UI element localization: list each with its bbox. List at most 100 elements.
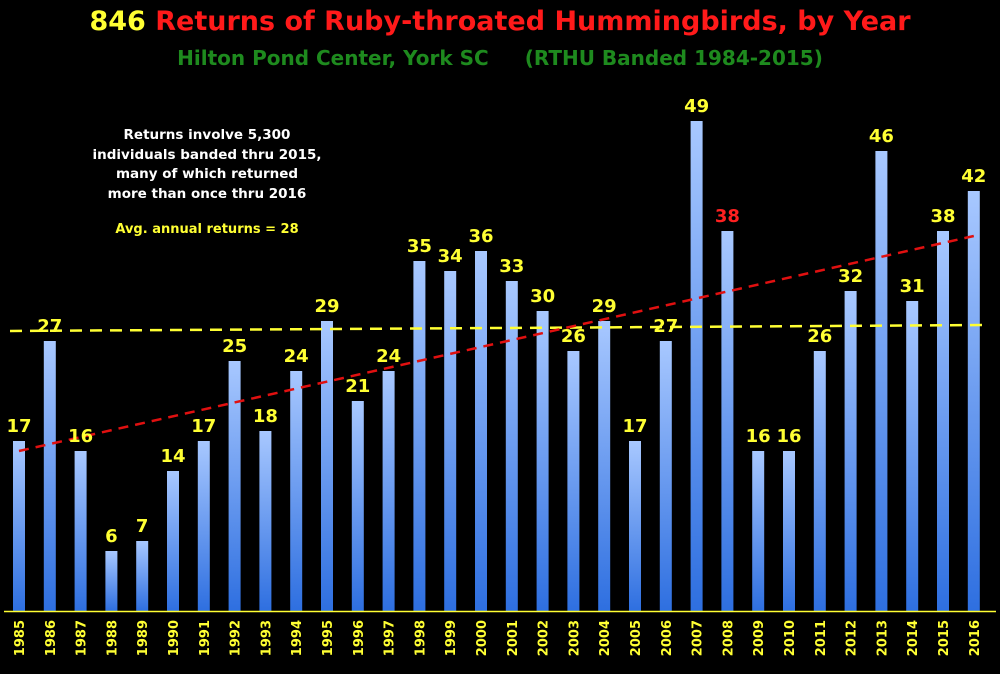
subtitle-banding: (RTHU Banded 1984-2015) bbox=[524, 46, 823, 70]
value-label-1994: 24 bbox=[284, 346, 309, 367]
x-tick-2004: 2004 bbox=[598, 620, 613, 656]
x-tick-2013: 2013 bbox=[875, 620, 890, 656]
x-tick-2006: 2006 bbox=[660, 620, 675, 656]
bar-1999 bbox=[444, 271, 457, 611]
value-label-1992: 25 bbox=[222, 336, 247, 357]
x-tick-2012: 2012 bbox=[845, 620, 860, 656]
x-tick-1998: 1998 bbox=[413, 620, 428, 656]
x-tick-2002: 2002 bbox=[537, 620, 552, 656]
value-label-2012: 32 bbox=[838, 266, 863, 287]
value-label-1998: 35 bbox=[407, 236, 432, 257]
value-label-1993: 18 bbox=[253, 406, 278, 427]
value-label-2006: 27 bbox=[653, 316, 678, 337]
bar-1987 bbox=[74, 451, 87, 611]
x-tick-1996: 1996 bbox=[352, 620, 367, 656]
chart-title: 846 Returns of Ruby-throated Hummingbird… bbox=[0, 6, 1000, 37]
x-tick-1993: 1993 bbox=[259, 620, 274, 656]
value-label-1991: 17 bbox=[191, 416, 216, 437]
value-label-2003: 26 bbox=[561, 326, 586, 347]
x-tick-1989: 1989 bbox=[136, 620, 151, 656]
bar-1997 bbox=[382, 371, 395, 611]
value-label-2009: 16 bbox=[746, 426, 771, 447]
x-tick-2010: 2010 bbox=[783, 620, 798, 656]
note-line: many of which returned bbox=[115, 166, 299, 182]
x-tick-1995: 1995 bbox=[321, 620, 336, 656]
average-note: Avg. annual returns = 28 bbox=[115, 222, 299, 237]
title-text: Returns of Ruby-throated Hummingbirds, b… bbox=[155, 6, 911, 37]
bar-1986 bbox=[43, 341, 56, 611]
bar-2014 bbox=[906, 301, 919, 611]
title-count: 846 bbox=[89, 6, 146, 37]
value-label-1987: 16 bbox=[68, 426, 93, 447]
bar-1996 bbox=[351, 401, 364, 611]
average-line bbox=[9, 323, 991, 333]
annotation-note: Returns involve 5,300 individuals banded… bbox=[92, 126, 322, 240]
value-label-2011: 26 bbox=[807, 326, 832, 347]
subtitle-location: Hilton Pond Center, York SC bbox=[177, 46, 489, 70]
x-tick-1992: 1992 bbox=[229, 620, 244, 656]
bar-2016 bbox=[967, 191, 980, 611]
value-label-1986: 27 bbox=[37, 316, 62, 337]
note-line: individuals banded thru 2015, bbox=[92, 146, 322, 163]
x-tick-1994: 1994 bbox=[290, 620, 305, 656]
bar-2015 bbox=[937, 231, 949, 611]
x-tick-2008: 2008 bbox=[721, 620, 736, 656]
x-tick-2015: 2015 bbox=[937, 620, 952, 656]
bar-1989 bbox=[136, 541, 149, 611]
x-tick-2000: 2000 bbox=[475, 620, 490, 656]
x-tick-1988: 1988 bbox=[105, 620, 120, 656]
value-label-1997: 24 bbox=[376, 346, 401, 367]
x-tick-1986: 1986 bbox=[44, 620, 59, 656]
value-label-2013: 46 bbox=[869, 126, 894, 147]
x-tick-1991: 1991 bbox=[198, 620, 213, 656]
value-label-1988: 6 bbox=[105, 526, 118, 547]
x-tick-1987: 1987 bbox=[75, 620, 90, 656]
x-tick-2003: 2003 bbox=[567, 620, 582, 656]
bar-2006 bbox=[659, 341, 672, 611]
bar-1988 bbox=[105, 551, 118, 611]
bar-2010 bbox=[783, 451, 795, 611]
bar-1994 bbox=[290, 371, 303, 611]
value-label-1990: 14 bbox=[160, 446, 185, 467]
x-tick-2007: 2007 bbox=[691, 620, 706, 656]
x-tick-1997: 1997 bbox=[383, 620, 398, 656]
x-tick-labels-group: 1985 1986 1987 1988 1989 1990 1991 1992 1993 1994… bbox=[13, 620, 983, 656]
value-label-2002: 30 bbox=[530, 286, 555, 307]
bar-1998 bbox=[413, 261, 426, 611]
value-label-2005: 17 bbox=[622, 416, 647, 437]
bar-1990 bbox=[167, 471, 179, 611]
bar-2007 bbox=[690, 121, 703, 611]
bar-2000 bbox=[475, 251, 487, 611]
bar-2004 bbox=[598, 321, 611, 611]
x-tick-2009: 2009 bbox=[752, 620, 767, 656]
bar-2012 bbox=[844, 291, 857, 611]
value-label-2000: 36 bbox=[468, 226, 493, 247]
note-line: more than once thru 2016 bbox=[107, 185, 307, 202]
bar-1992 bbox=[228, 361, 241, 611]
value-label-2008: 38 bbox=[715, 206, 740, 227]
value-label-2010: 16 bbox=[776, 426, 801, 447]
bar-2005 bbox=[629, 441, 641, 611]
value-label-2004: 29 bbox=[592, 296, 617, 317]
x-tick-2001: 2001 bbox=[506, 620, 521, 656]
bar-1993 bbox=[259, 431, 272, 611]
value-label-1995: 29 bbox=[314, 296, 339, 317]
value-label-2007: 49 bbox=[684, 96, 709, 117]
x-tick-1985: 1985 bbox=[13, 620, 28, 656]
x-tick-2016: 2016 bbox=[968, 620, 983, 656]
bar-1985 bbox=[13, 441, 25, 611]
x-tick-2005: 2005 bbox=[629, 620, 644, 656]
bar-2002 bbox=[536, 311, 549, 611]
value-label-2016: 42 bbox=[961, 166, 986, 187]
bars-group bbox=[13, 121, 980, 611]
bar-2013 bbox=[875, 151, 888, 611]
bar-2009 bbox=[752, 451, 765, 611]
x-tick-2014: 2014 bbox=[906, 620, 921, 656]
x-tick-1990: 1990 bbox=[167, 620, 182, 656]
value-label-1999: 34 bbox=[438, 246, 463, 267]
value-label-1985: 17 bbox=[6, 416, 31, 437]
x-tick-1999: 1999 bbox=[444, 620, 459, 656]
x-tick-2011: 2011 bbox=[814, 620, 829, 656]
